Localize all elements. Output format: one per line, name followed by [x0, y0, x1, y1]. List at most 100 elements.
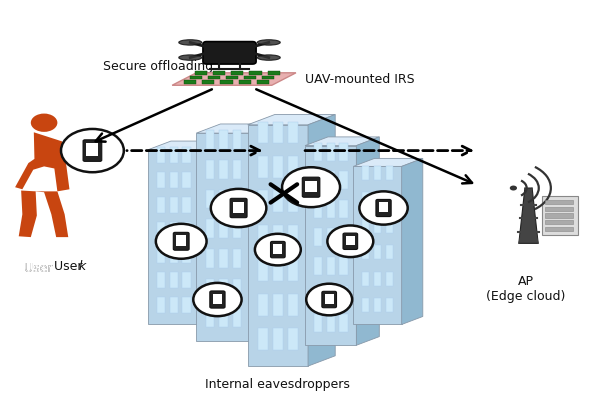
Bar — [156, 147, 165, 163]
Bar — [205, 130, 214, 149]
Bar — [258, 191, 268, 212]
Bar — [195, 71, 207, 75]
Circle shape — [211, 189, 266, 227]
Bar — [288, 225, 298, 247]
Bar — [233, 279, 242, 297]
Bar — [213, 71, 225, 75]
Bar — [288, 294, 298, 316]
Bar — [362, 193, 369, 207]
FancyBboxPatch shape — [542, 196, 578, 235]
Circle shape — [61, 129, 124, 172]
Bar — [313, 200, 322, 218]
Bar — [545, 220, 573, 224]
Ellipse shape — [179, 40, 202, 45]
Polygon shape — [15, 132, 69, 191]
Circle shape — [255, 234, 301, 265]
Bar — [190, 76, 202, 79]
Bar — [233, 190, 242, 208]
Bar — [362, 219, 369, 233]
Bar — [374, 298, 381, 312]
Polygon shape — [519, 188, 538, 243]
Bar — [545, 207, 573, 211]
Bar — [239, 80, 251, 84]
Text: User: User — [24, 262, 56, 275]
Bar — [262, 76, 274, 79]
Bar — [258, 260, 268, 281]
Bar — [258, 294, 268, 316]
Bar — [325, 294, 333, 304]
Bar — [374, 272, 381, 286]
Bar — [374, 219, 381, 233]
Bar — [386, 193, 393, 207]
Circle shape — [510, 186, 517, 191]
Polygon shape — [196, 133, 251, 341]
Circle shape — [327, 225, 373, 257]
Bar — [362, 272, 369, 286]
FancyBboxPatch shape — [322, 291, 336, 308]
Bar — [258, 328, 268, 350]
Bar — [313, 314, 322, 332]
Bar — [156, 172, 165, 188]
Bar — [327, 171, 335, 189]
Bar — [288, 156, 298, 178]
Bar — [205, 249, 214, 268]
Bar — [362, 245, 369, 260]
Bar — [244, 76, 256, 79]
Bar — [257, 80, 269, 84]
Polygon shape — [148, 150, 199, 324]
Bar — [327, 200, 335, 218]
Bar — [202, 80, 214, 84]
Circle shape — [193, 283, 242, 316]
Bar — [258, 156, 268, 178]
Bar — [205, 309, 214, 327]
Bar — [288, 328, 298, 350]
Bar — [170, 197, 178, 213]
Bar — [273, 121, 283, 143]
Bar — [339, 285, 348, 304]
Bar — [219, 220, 228, 238]
Bar — [339, 228, 348, 246]
Bar — [362, 166, 369, 181]
Bar — [219, 190, 228, 208]
Bar — [306, 181, 316, 193]
FancyBboxPatch shape — [376, 199, 391, 217]
Bar — [327, 257, 335, 275]
Bar — [170, 247, 178, 263]
Bar — [182, 147, 191, 163]
Bar — [182, 197, 191, 213]
Bar — [327, 314, 335, 332]
Polygon shape — [199, 141, 222, 324]
Text: k: k — [79, 260, 86, 273]
Bar — [327, 228, 335, 246]
Text: AP
(Edge cloud): AP (Edge cloud) — [486, 275, 565, 302]
Bar — [327, 285, 335, 304]
Bar — [233, 220, 242, 238]
FancyBboxPatch shape — [210, 291, 225, 308]
Bar — [205, 220, 214, 238]
Bar — [205, 190, 214, 208]
Bar — [233, 130, 242, 149]
Bar — [273, 191, 283, 212]
Bar — [249, 71, 262, 75]
Text: User: User — [24, 262, 56, 275]
Bar — [386, 166, 393, 181]
Polygon shape — [248, 125, 308, 366]
Bar — [170, 297, 178, 313]
Bar — [386, 219, 393, 233]
Polygon shape — [33, 191, 68, 237]
Bar — [182, 222, 191, 238]
FancyBboxPatch shape — [83, 140, 101, 161]
Bar — [156, 222, 165, 238]
Bar — [379, 203, 388, 213]
Bar — [205, 279, 214, 297]
Bar — [86, 144, 98, 156]
Bar — [273, 156, 283, 178]
Bar — [268, 71, 280, 75]
Bar — [339, 200, 348, 218]
Bar — [219, 160, 228, 179]
Polygon shape — [353, 166, 402, 324]
Polygon shape — [308, 114, 335, 366]
Bar — [156, 272, 165, 288]
Bar — [233, 309, 242, 327]
Bar — [288, 121, 298, 143]
